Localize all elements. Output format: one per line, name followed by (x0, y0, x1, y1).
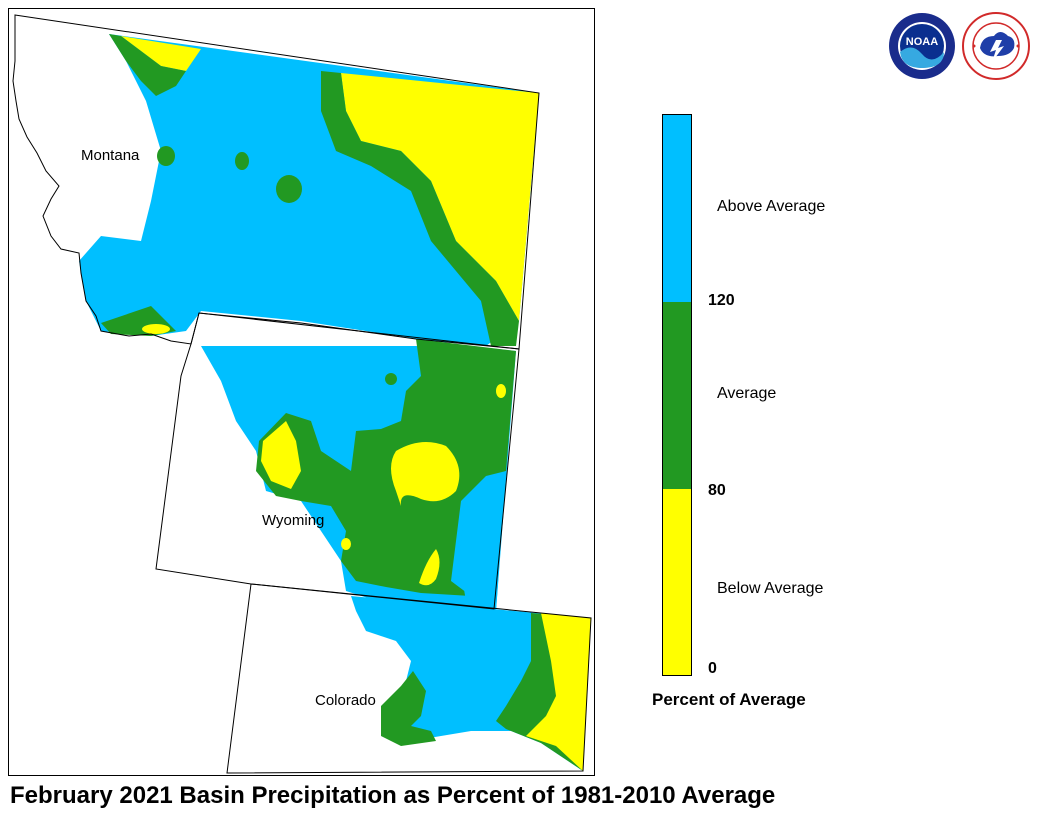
montana-green-patch (157, 146, 175, 166)
legend-swatch-average (663, 302, 691, 489)
legend-label-above: Above Average (717, 198, 826, 215)
noaa-logo-text: NOAA (906, 36, 938, 48)
nws-seal-icon (962, 12, 1030, 80)
state-label-colorado: Colorado (315, 692, 376, 709)
boundaries (12, 14, 592, 774)
wyoming-yellow-dot (341, 538, 351, 550)
wyoming-yellow-south (419, 549, 440, 586)
wyoming-yellow-center (391, 442, 460, 506)
nws-logo (962, 12, 1030, 80)
montana-region (79, 34, 539, 346)
wyoming-green-dot (385, 373, 397, 385)
legend-tick-0: 0 (708, 660, 717, 677)
precipitation-map (8, 8, 595, 776)
legend-label-below: Below Average (717, 580, 824, 597)
noaa-seal-icon: NOAA (889, 13, 955, 79)
montana-green-band (321, 71, 519, 346)
montana-green-patch (276, 175, 302, 203)
legend-color-bar (662, 114, 692, 676)
wyoming-yellow-west (261, 421, 301, 489)
legend-title: Percent of Average (652, 690, 806, 709)
basin-map-svg (12, 14, 592, 774)
montana-yellow-ne (341, 73, 539, 321)
wyoming-blue-se (459, 471, 506, 611)
legend-tick-120: 120 (708, 292, 735, 309)
montana-outline (12, 14, 540, 350)
legend-swatch-above (663, 115, 691, 302)
wyoming-outline (155, 312, 520, 610)
montana-green-patch (235, 152, 249, 170)
colorado-green-west (381, 671, 436, 746)
state-label-wyoming: Wyoming (262, 512, 325, 529)
legend-swatch-below (663, 489, 691, 675)
wyoming-green-main (256, 339, 516, 596)
wyoming-yellow-dot (496, 384, 506, 398)
colorado-outline (226, 583, 592, 774)
colorado-yellow-east (526, 613, 591, 771)
legend-label-average: Average (717, 385, 777, 402)
montana-yellow-nw (121, 36, 201, 71)
legend-tick-80: 80 (708, 482, 726, 499)
noaa-logo: NOAA (888, 12, 956, 80)
wyoming-region (201, 339, 516, 611)
montana-green-nw (109, 34, 186, 96)
montana-yellow-sw (142, 324, 170, 334)
colorado-region (351, 596, 591, 771)
page-title: February 2021 Basin Precipitation as Per… (10, 782, 776, 809)
state-label-montana: Montana (81, 147, 140, 164)
